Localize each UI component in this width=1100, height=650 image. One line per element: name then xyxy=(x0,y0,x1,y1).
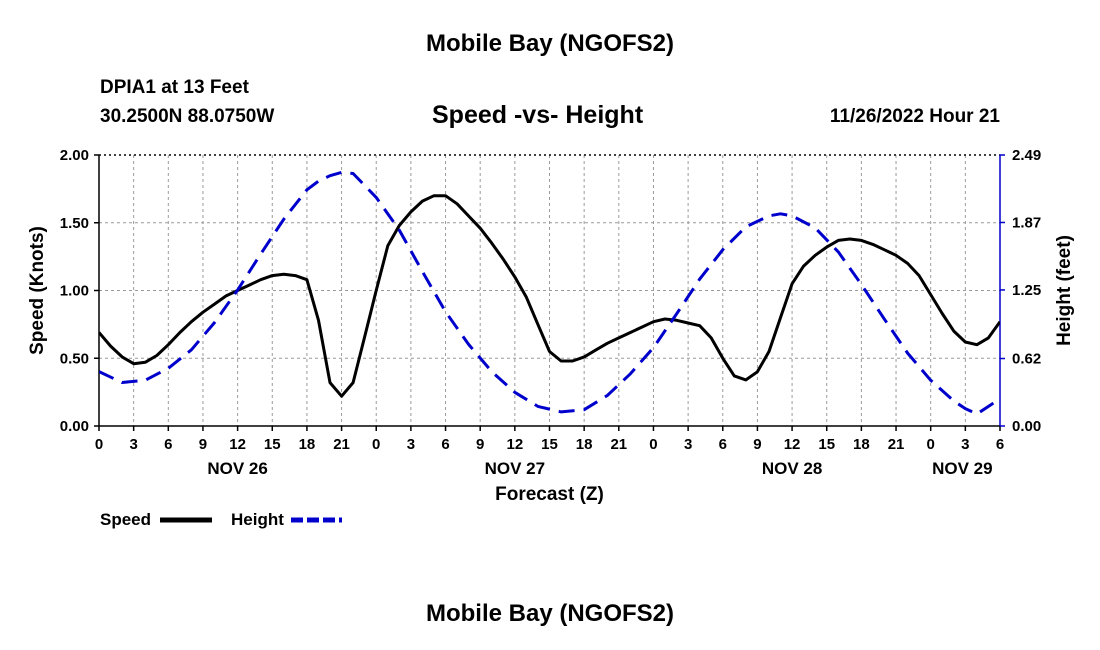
legend-height-label: Height xyxy=(231,510,284,529)
y-right-tick-label: 2.49 xyxy=(1012,147,1041,164)
x-tick-label: 6 xyxy=(441,436,449,453)
y-right-tick-label: 0.00 xyxy=(1012,418,1041,435)
y-left-tick-label: 1.50 xyxy=(60,215,89,232)
y-left-axis-label: Speed (Knots) xyxy=(27,226,48,355)
y-right-tick-label: 1.87 xyxy=(1012,214,1041,231)
x-tick-label: 0 xyxy=(95,436,103,453)
x-date-label: NOV 28 xyxy=(762,459,822,478)
station-name: DPIA1 at 13 Feet xyxy=(100,77,249,98)
x-tick-label: 21 xyxy=(888,436,905,453)
y-left-tick-label: 2.00 xyxy=(60,147,89,164)
y-left-tick-label: 0.50 xyxy=(60,350,89,367)
x-tick-label: 21 xyxy=(333,436,350,453)
x-date-label: NOV 29 xyxy=(932,459,992,478)
x-tick-label: 6 xyxy=(164,436,172,453)
x-tick-label: 18 xyxy=(853,436,870,453)
x-tick-label: 12 xyxy=(784,436,801,453)
series-speed-line xyxy=(99,194,1000,398)
run-time: 11/26/2022 Hour 21 xyxy=(829,106,1000,127)
x-date-label: NOV 27 xyxy=(485,459,545,478)
x-tick-label: 12 xyxy=(229,436,246,453)
x-tick-label: 3 xyxy=(961,436,969,453)
x-tick-label: 18 xyxy=(576,436,593,453)
x-tick-label: 9 xyxy=(753,436,761,453)
y-right-tick-label: 0.62 xyxy=(1012,351,1041,368)
x-tick-label: 3 xyxy=(684,436,692,453)
x-tick-label: 18 xyxy=(299,436,316,453)
footer-title: Mobile Bay (NGOFS2) xyxy=(425,600,675,627)
station-coords: 30.2500N 88.0750W xyxy=(100,106,275,127)
x-tick-label: 12 xyxy=(507,436,524,453)
x-tick-label: 0 xyxy=(372,436,380,453)
x-tick-label: 15 xyxy=(541,436,558,453)
x-tick-label: 6 xyxy=(719,436,727,453)
x-date-label: NOV 26 xyxy=(207,459,267,478)
x-tick-label: 21 xyxy=(610,436,627,453)
chart-title: Speed -vs- Height xyxy=(432,101,644,129)
main-title: Mobile Bay (NGOFS2) xyxy=(425,30,675,57)
x-tick-label: 0 xyxy=(927,436,935,453)
x-tick-label: 3 xyxy=(129,436,137,453)
x-tick-label: 9 xyxy=(199,436,207,453)
y-left-tick-label: 0.00 xyxy=(60,418,89,435)
x-tick-label: 15 xyxy=(264,436,281,453)
x-tick-label: 6 xyxy=(996,436,1004,453)
y-right-tick-label: 1.25 xyxy=(1012,282,1041,299)
x-axis-label: Forecast (Z) xyxy=(495,484,604,505)
series-height-line xyxy=(99,170,1000,416)
legend-speed-label: Speed xyxy=(100,510,151,529)
y-left-tick-label: 1.00 xyxy=(60,283,89,300)
y-right-axis-label: Height (feet) xyxy=(1054,235,1075,346)
x-tick-label: 15 xyxy=(818,436,835,453)
x-tick-label: 9 xyxy=(476,436,484,453)
x-tick-label: 0 xyxy=(649,436,657,453)
x-tick-label: 3 xyxy=(407,436,415,453)
